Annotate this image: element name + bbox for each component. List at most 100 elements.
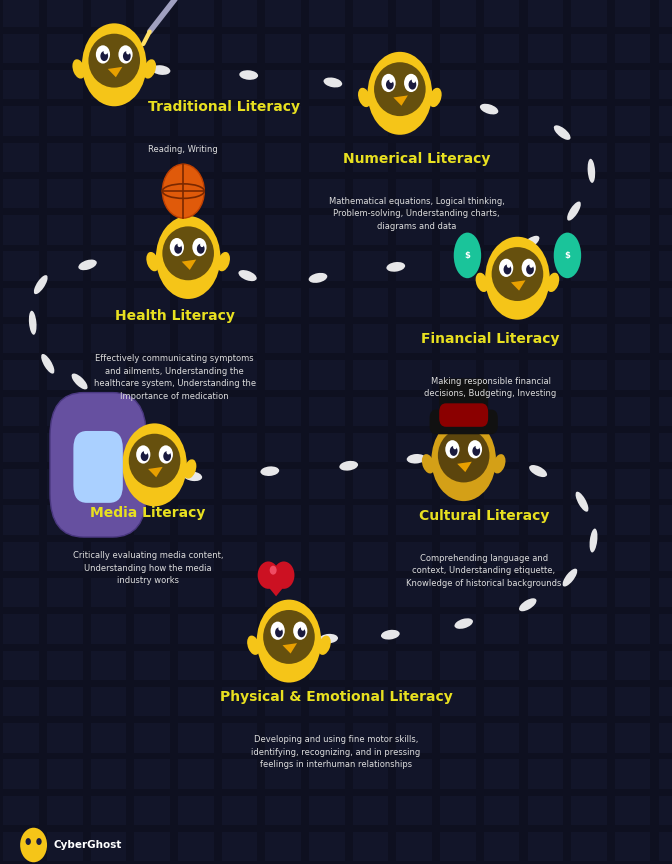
FancyBboxPatch shape — [615, 251, 650, 281]
FancyBboxPatch shape — [353, 397, 388, 426]
Ellipse shape — [319, 634, 338, 644]
Circle shape — [386, 79, 394, 90]
Ellipse shape — [366, 85, 433, 105]
FancyBboxPatch shape — [396, 143, 432, 172]
Ellipse shape — [81, 56, 148, 77]
FancyBboxPatch shape — [265, 832, 301, 861]
FancyBboxPatch shape — [47, 34, 83, 63]
FancyBboxPatch shape — [615, 397, 650, 426]
FancyBboxPatch shape — [178, 759, 214, 789]
FancyBboxPatch shape — [353, 505, 388, 535]
FancyBboxPatch shape — [615, 34, 650, 63]
FancyBboxPatch shape — [91, 433, 126, 462]
FancyBboxPatch shape — [484, 469, 519, 499]
FancyBboxPatch shape — [47, 70, 83, 99]
FancyBboxPatch shape — [353, 215, 388, 245]
FancyBboxPatch shape — [484, 70, 519, 99]
Ellipse shape — [152, 65, 171, 75]
Circle shape — [163, 451, 171, 461]
Ellipse shape — [454, 619, 473, 629]
FancyBboxPatch shape — [528, 759, 563, 789]
Polygon shape — [511, 280, 526, 290]
FancyBboxPatch shape — [309, 614, 345, 644]
Text: Reading, Writing: Reading, Writing — [148, 145, 218, 154]
FancyBboxPatch shape — [47, 106, 83, 136]
FancyBboxPatch shape — [134, 759, 170, 789]
Ellipse shape — [381, 630, 400, 639]
FancyBboxPatch shape — [396, 360, 432, 390]
FancyBboxPatch shape — [47, 433, 83, 462]
Circle shape — [468, 440, 482, 459]
FancyBboxPatch shape — [91, 0, 126, 27]
FancyBboxPatch shape — [265, 687, 301, 716]
Ellipse shape — [73, 60, 85, 79]
FancyBboxPatch shape — [484, 360, 519, 390]
FancyBboxPatch shape — [47, 651, 83, 680]
FancyBboxPatch shape — [440, 832, 476, 861]
FancyBboxPatch shape — [91, 759, 126, 789]
FancyBboxPatch shape — [178, 505, 214, 535]
FancyBboxPatch shape — [3, 505, 39, 535]
FancyBboxPatch shape — [396, 324, 432, 353]
FancyBboxPatch shape — [484, 179, 519, 208]
Circle shape — [278, 626, 282, 631]
FancyBboxPatch shape — [396, 70, 432, 99]
FancyBboxPatch shape — [3, 360, 39, 390]
FancyBboxPatch shape — [3, 179, 39, 208]
FancyBboxPatch shape — [396, 251, 432, 281]
FancyBboxPatch shape — [440, 70, 476, 99]
FancyBboxPatch shape — [571, 288, 607, 317]
FancyBboxPatch shape — [309, 687, 345, 716]
Polygon shape — [457, 461, 472, 472]
Text: Critically evaluating media content,
Understanding how the media
industry works: Critically evaluating media content, Und… — [73, 551, 223, 585]
FancyBboxPatch shape — [571, 324, 607, 353]
FancyBboxPatch shape — [528, 687, 563, 716]
FancyBboxPatch shape — [396, 796, 432, 825]
FancyBboxPatch shape — [353, 179, 388, 208]
FancyBboxPatch shape — [440, 723, 476, 753]
FancyBboxPatch shape — [222, 433, 257, 462]
FancyBboxPatch shape — [3, 34, 39, 63]
FancyBboxPatch shape — [615, 832, 650, 861]
Ellipse shape — [404, 91, 423, 100]
FancyBboxPatch shape — [47, 215, 83, 245]
FancyBboxPatch shape — [47, 578, 83, 607]
FancyBboxPatch shape — [571, 0, 607, 27]
FancyBboxPatch shape — [222, 251, 257, 281]
FancyBboxPatch shape — [396, 469, 432, 499]
FancyBboxPatch shape — [178, 433, 214, 462]
Ellipse shape — [492, 247, 543, 301]
Circle shape — [126, 49, 130, 54]
Ellipse shape — [146, 252, 159, 271]
FancyBboxPatch shape — [659, 143, 672, 172]
FancyBboxPatch shape — [571, 106, 607, 136]
Ellipse shape — [162, 251, 181, 261]
FancyBboxPatch shape — [571, 251, 607, 281]
FancyBboxPatch shape — [47, 397, 83, 426]
FancyBboxPatch shape — [571, 796, 607, 825]
FancyBboxPatch shape — [47, 723, 83, 753]
FancyBboxPatch shape — [396, 106, 432, 136]
Ellipse shape — [121, 456, 188, 477]
FancyBboxPatch shape — [47, 251, 83, 281]
FancyBboxPatch shape — [3, 433, 39, 462]
FancyBboxPatch shape — [571, 469, 607, 499]
FancyBboxPatch shape — [440, 179, 476, 208]
FancyBboxPatch shape — [396, 542, 432, 571]
FancyBboxPatch shape — [178, 614, 214, 644]
FancyBboxPatch shape — [309, 70, 345, 99]
Circle shape — [174, 244, 182, 254]
FancyBboxPatch shape — [309, 143, 345, 172]
FancyBboxPatch shape — [91, 215, 126, 245]
FancyBboxPatch shape — [353, 324, 388, 353]
FancyBboxPatch shape — [353, 469, 388, 499]
Ellipse shape — [155, 249, 222, 270]
FancyBboxPatch shape — [484, 0, 519, 27]
FancyBboxPatch shape — [47, 360, 83, 390]
FancyBboxPatch shape — [309, 360, 345, 390]
FancyBboxPatch shape — [396, 723, 432, 753]
FancyBboxPatch shape — [353, 687, 388, 716]
FancyBboxPatch shape — [571, 34, 607, 63]
FancyBboxPatch shape — [353, 578, 388, 607]
Ellipse shape — [308, 273, 327, 283]
